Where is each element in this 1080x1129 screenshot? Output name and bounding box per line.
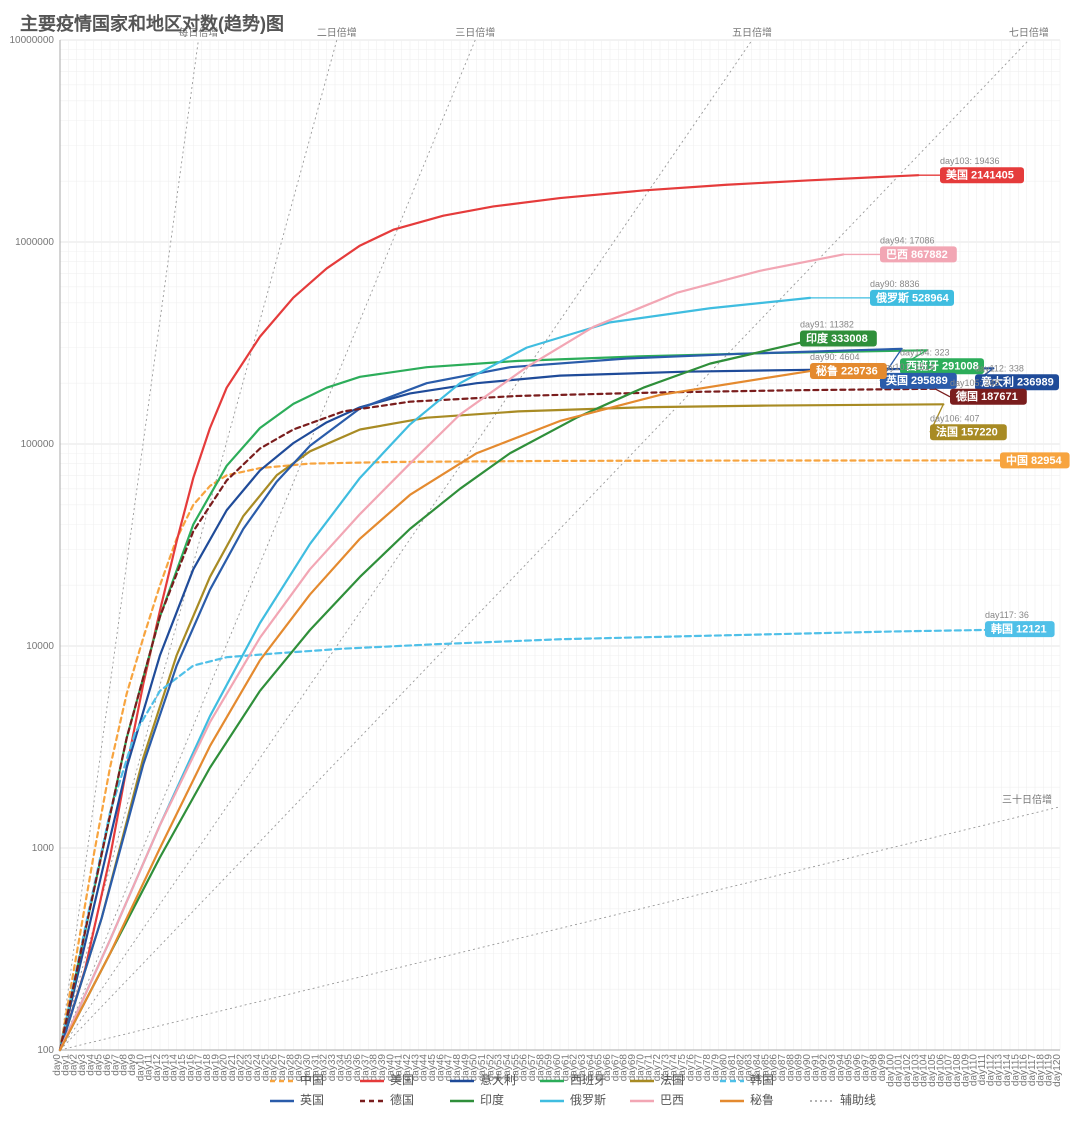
svg-text:100000: 100000 xyxy=(21,439,55,450)
covid-log-chart: 100100010000100000100000010000000day0day… xyxy=(0,0,1080,1129)
chart-title: 主要疫情国家和地区对数(趋势)图 xyxy=(20,10,284,36)
end-badge-sub: day106: 407 xyxy=(930,413,980,423)
end-badge-text: 英国 295889 xyxy=(885,373,948,387)
svg-text:day120: day120 xyxy=(1052,1054,1063,1087)
legend-label: 意大利 xyxy=(480,1072,516,1087)
legend-label: 俄罗斯 xyxy=(570,1093,606,1107)
legend-label: 德国 xyxy=(390,1092,414,1107)
end-badge-text: 俄罗斯 528964 xyxy=(875,290,950,304)
svg-text:三日倍增: 三日倍增 xyxy=(455,26,495,39)
end-badge-sub: day94: 17086 xyxy=(880,235,935,245)
end-badge-sub: day91: 11382 xyxy=(800,319,854,329)
svg-text:七日倍增: 七日倍增 xyxy=(1009,26,1049,39)
legend-label: 中国 xyxy=(300,1072,324,1087)
end-badge-text: 美国 2141405 xyxy=(946,168,1014,182)
end-badge-sub: day112: 338 xyxy=(975,363,1024,373)
svg-text:1000: 1000 xyxy=(32,843,55,854)
svg-text:五日倍增: 五日倍增 xyxy=(732,26,772,39)
legend-label: 秘鲁 xyxy=(750,1093,774,1107)
end-badge-text: 中国 82954 xyxy=(1006,453,1063,467)
svg-text:1000000: 1000000 xyxy=(15,237,54,248)
svg-text:二日倍增: 二日倍增 xyxy=(317,26,357,39)
end-badge-sub: day90: 8836 xyxy=(870,279,920,289)
end-badge-sub: day117: 36 xyxy=(985,610,1029,620)
legend-label: 巴西 xyxy=(660,1093,684,1107)
end-badge-sub: day101: 1514 xyxy=(880,362,935,372)
legend-label: 印度 xyxy=(480,1092,504,1107)
legend-label: 西班牙 xyxy=(570,1073,606,1087)
svg-text:10000: 10000 xyxy=(26,641,54,652)
end-badge-text: 韩国 12121 xyxy=(991,622,1047,636)
end-badge-sub: day105: 248 xyxy=(950,378,1000,388)
end-badge-sub: day103: 19436 xyxy=(940,156,1000,166)
end-badge-text: 巴西 867882 xyxy=(886,248,948,261)
end-badge-text: 法国 157220 xyxy=(936,425,998,439)
legend-label: 法国 xyxy=(660,1073,684,1087)
end-badge-text: 印度 333008 xyxy=(806,331,868,345)
end-badge-sub: day104: 323 xyxy=(900,347,950,357)
legend-label: 辅助线 xyxy=(840,1093,876,1107)
svg-text:10000000: 10000000 xyxy=(10,35,55,46)
end-badge-sub: day90: 4604 xyxy=(810,352,860,362)
legend-label: 英国 xyxy=(300,1093,324,1107)
end-badge-text: 秘鲁 229736 xyxy=(816,363,878,377)
svg-text:三十日倍增: 三十日倍增 xyxy=(1002,793,1052,806)
legend-label: 美国 xyxy=(390,1073,414,1087)
legend-label: 韩国 xyxy=(750,1072,774,1087)
end-badge-text: 德国 187671 xyxy=(955,389,1018,403)
